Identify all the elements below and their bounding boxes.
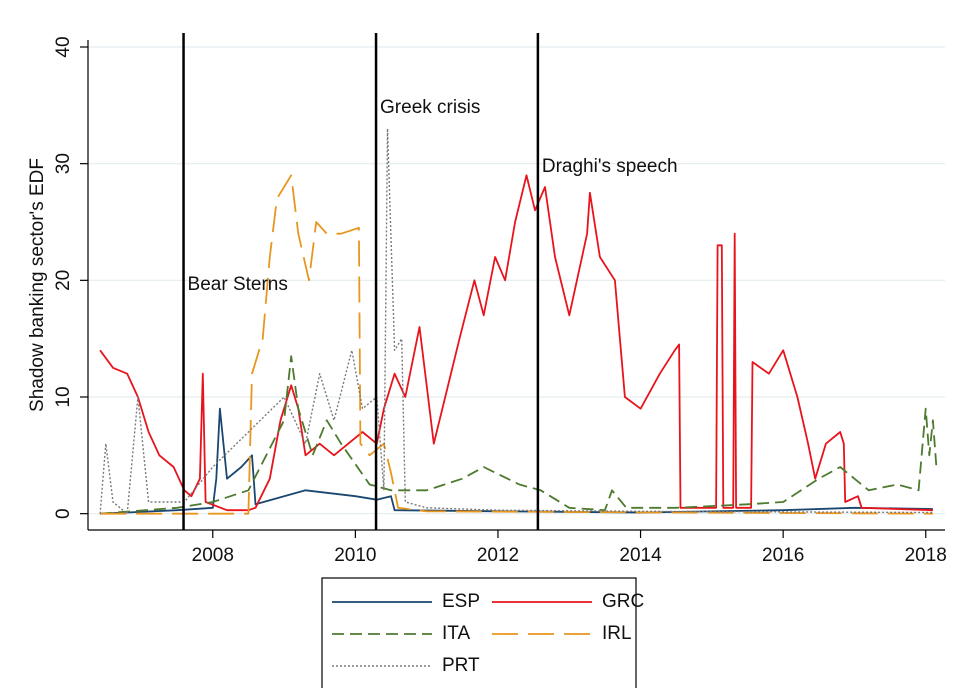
- y-tick-label: 40: [53, 36, 74, 57]
- legend-label: ESP: [442, 591, 480, 612]
- event-label: Bear Sterns: [188, 274, 288, 295]
- legend-label: ITA: [442, 623, 470, 644]
- y-tick-label: 30: [53, 153, 74, 174]
- legend-box: [321, 577, 637, 688]
- series-line: [99, 174, 933, 512]
- y-tick-label: 20: [53, 270, 74, 291]
- x-tick-label: 2014: [619, 545, 662, 566]
- y-tick-label: 0: [53, 508, 74, 519]
- series-line: [99, 127, 933, 515]
- event-label: Draghi's speech: [542, 156, 678, 177]
- x-tick-label: 2012: [477, 545, 519, 566]
- series-line: [100, 355, 938, 515]
- event-label: Greek crisis: [380, 97, 480, 118]
- y-axis-label: Shadow banking sector's EDF: [27, 158, 48, 412]
- x-tick-label: 2018: [905, 545, 947, 566]
- legend-label: GRC: [602, 591, 644, 612]
- series-line: [100, 174, 933, 515]
- x-tick-label: 2010: [334, 545, 376, 566]
- x-tick-label: 2016: [762, 545, 804, 566]
- y-tick-label: 10: [53, 386, 74, 407]
- legend-label: PRT: [442, 655, 480, 676]
- x-tick-label: 2008: [192, 545, 234, 566]
- legend-label: IRL: [602, 623, 632, 644]
